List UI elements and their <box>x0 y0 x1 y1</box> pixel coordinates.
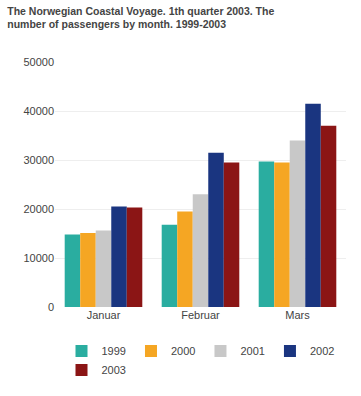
svg-text:1999: 1999 <box>102 345 126 357</box>
svg-text:10000: 10000 <box>23 252 54 264</box>
svg-text:30000: 30000 <box>23 154 54 166</box>
svg-text:2002: 2002 <box>310 345 334 357</box>
svg-text:2001: 2001 <box>240 345 264 357</box>
svg-text:50000: 50000 <box>23 56 54 68</box>
svg-text:2003: 2003 <box>102 364 126 376</box>
svg-text:40000: 40000 <box>23 105 54 117</box>
svg-text:Januar: Januar <box>87 309 121 321</box>
svg-text:2000: 2000 <box>171 345 195 357</box>
svg-text:0: 0 <box>48 301 54 313</box>
svg-text:Februar: Februar <box>181 309 220 321</box>
svg-text:20000: 20000 <box>23 203 54 215</box>
svg-text:Mars: Mars <box>285 309 310 321</box>
svg-text:The Norwegian Coastal Voyage.: The Norwegian Coastal Voyage. 1th quarte… <box>7 5 274 31</box>
